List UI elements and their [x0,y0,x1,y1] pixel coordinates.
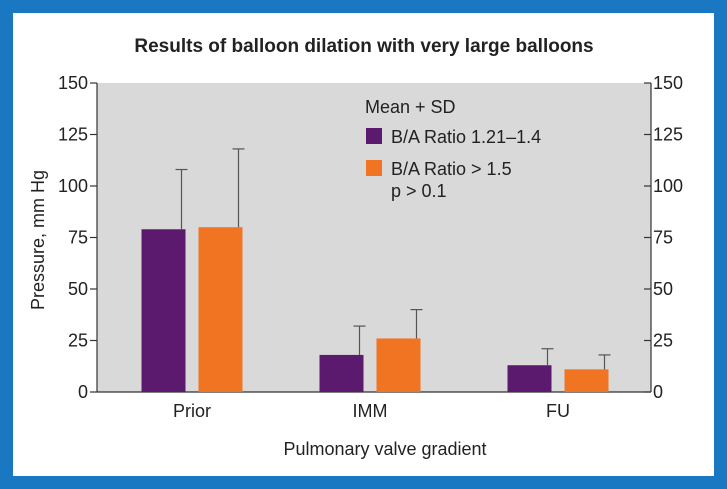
legend-note: p > 0.1 [391,181,447,201]
left-tick-label: 25 [68,331,88,351]
left-tick-label: 125 [58,125,88,145]
legend-swatch-series-1 [366,128,382,144]
chart-title: Results of balloon dilation with very la… [134,36,593,57]
bar-fu-series-2 [564,369,609,392]
right-tick-label: 150 [653,73,683,93]
legend-label-series-1: B/A Ratio 1.21–1.4 [391,127,541,147]
bar-prior-series-1 [141,229,186,392]
right-tick-label: 100 [653,176,683,196]
right-tick-label: 0 [653,382,663,402]
right-tick-label: 50 [653,279,673,299]
y-axis-label: Pressure, mm Hg [28,170,48,310]
bar-fu-series-1 [507,365,552,392]
left-axis: 0 25 50 75 100 125 150 [58,73,651,402]
right-tick-label: 125 [653,125,683,145]
left-tick-label: 100 [58,176,88,196]
bar-imm-series-2 [376,338,421,392]
legend: Mean + SD B/A Ratio 1.21–1.4 B/A Ratio >… [365,97,541,201]
right-axis: 0 25 50 75 100 125 150 [644,73,683,402]
error-bars-group [175,148,611,370]
left-tick-label: 150 [58,73,88,93]
category-label: IMM [353,401,388,421]
bars-group [141,227,609,392]
category-label: Prior [173,401,211,421]
right-tick-label: 25 [653,331,673,351]
right-tick-label: 75 [653,228,673,248]
x-axis-label: Pulmonary valve gradient [283,439,486,459]
category-labels: Prior IMM FU [173,401,570,421]
left-tick-label: 75 [68,228,88,248]
bar-prior-series-2 [198,227,243,392]
left-tick-label: 50 [68,279,88,299]
legend-swatch-series-2 [366,160,382,176]
legend-header: Mean + SD [365,97,456,117]
legend-label-series-2: B/A Ratio > 1.5 [391,159,512,179]
bar-imm-series-1 [319,354,364,392]
left-tick-label: 0 [78,382,88,402]
category-label: FU [546,401,570,421]
